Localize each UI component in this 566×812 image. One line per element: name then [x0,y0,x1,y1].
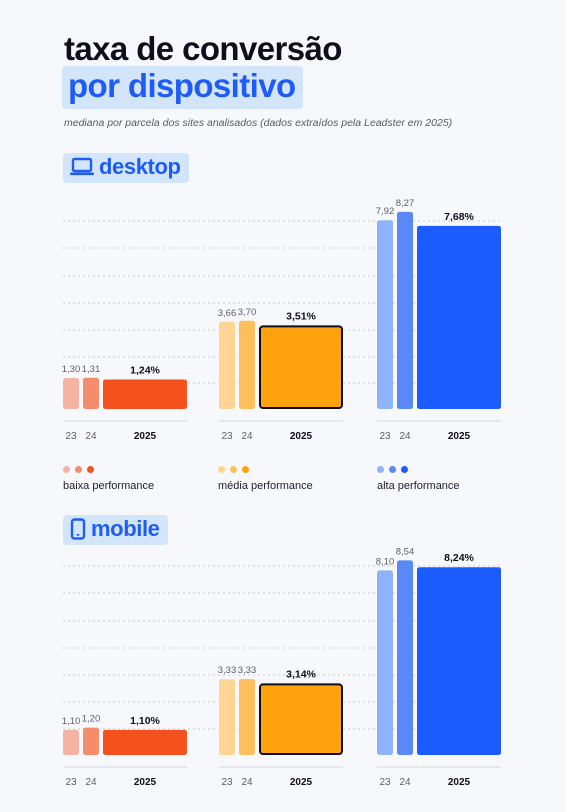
legend-dot-baixa-2025 [87,466,94,473]
category-label-media-24: 24 [241,431,253,442]
bar-alta-23 [377,220,393,409]
category-label-baixa-2025: 2025 [134,777,157,788]
category-label-media-24: 24 [241,777,253,788]
value-label-alta-2025: 7,68% [444,211,474,223]
category-label-media-23: 23 [221,431,233,442]
bar-baixa-2025 [103,729,187,755]
bar-baixa-23 [63,378,79,409]
category-label-baixa-24: 24 [85,777,97,788]
value-label-baixa-24: 1,20 [82,714,101,725]
category-label-alta-23: 23 [379,431,391,442]
value-label-alta-24: 8,54 [396,546,415,557]
legend-alta: alta performance [377,466,460,492]
legend-label-baixa: baixa performance [63,480,155,492]
bar-alta-2025 [417,567,501,755]
value-label-media-23: 3,33 [218,665,237,676]
value-label-alta-24: 8,27 [396,198,415,209]
legend-media: média performance [218,466,313,492]
section-label-mobile: mobile [63,515,168,545]
legend-dot-baixa-23 [63,466,70,473]
value-label-alta-2025: 8,24% [444,552,474,564]
section-title-mobile: mobile [91,516,160,541]
bar-baixa-24 [83,727,99,755]
legend-dot-media-2025 [242,466,249,473]
bar-alta-2025 [417,225,501,409]
value-label-media-23: 3,66 [218,308,237,319]
category-label-alta-2025: 2025 [448,777,471,788]
bar-baixa-2025 [103,379,187,409]
category-label-alta-23: 23 [379,777,391,788]
page-title: taxa de conversão [64,30,342,67]
smartphone-icon [70,518,86,540]
value-label-alta-23: 8,10 [376,556,395,567]
value-label-baixa-23: 1,30 [62,364,81,375]
category-label-media-23: 23 [221,777,233,788]
bar-media-24 [239,320,255,409]
bar-media-24 [239,679,255,755]
category-label-baixa-23: 23 [65,431,77,442]
laptop-icon [70,157,94,176]
category-label-baixa-2025: 2025 [134,431,157,442]
legend-dot-media-23 [218,466,225,473]
legend-dot-alta-2025 [401,466,408,473]
chart-desktop: 1,30 23 1,31 24 1,24% 2025 3,66 23 3,70 24 3,51% 20… [62,198,501,442]
value-label-media-2025: 3,14% [286,668,316,680]
page-subtitle: mediana por parcela dos sites analisados… [64,117,453,129]
chart-mobile: 1,10 23 1,20 24 1,10% 2025 3,33 23 3,33 24 3,14% 20… [62,546,501,788]
category-label-baixa-24: 24 [85,431,97,442]
bar-media-2025 [259,325,343,409]
bar-alta-23 [377,570,393,755]
category-label-alta-2025: 2025 [448,431,471,442]
value-label-baixa-2025: 1,24% [130,364,160,376]
value-label-baixa-2025: 1,10% [130,715,160,727]
value-label-baixa-24: 1,31 [82,364,101,375]
legend-label-alta: alta performance [377,480,460,492]
value-label-media-24: 3,33 [238,665,257,676]
value-label-media-2025: 3,51% [286,310,316,322]
value-label-baixa-23: 1,10 [62,716,81,727]
bar-alta-24 [397,211,413,409]
bar-media-2025 [259,683,343,755]
bar-media-23 [219,321,235,409]
value-label-alta-23: 7,92 [376,206,395,217]
legend-dot-alta-23 [377,466,384,473]
category-label-alta-24: 24 [399,777,411,788]
section-label-desktop: desktop [63,153,189,183]
legend-dot-baixa-24 [75,466,82,473]
bar-baixa-24 [83,377,99,409]
section-title-desktop: desktop [99,154,181,179]
category-label-media-2025: 2025 [290,777,313,788]
bar-media-23 [219,679,235,755]
category-label-media-2025: 2025 [290,431,313,442]
value-label-media-24: 3,70 [238,307,257,318]
bar-alta-24 [397,560,413,755]
bar-baixa-23 [63,729,79,755]
legend-baixa: baixa performance [63,466,154,492]
category-label-alta-24: 24 [399,431,411,442]
category-label-baixa-23: 23 [65,777,77,788]
legend-label-media: média performance [218,480,313,492]
legend-dot-alta-24 [389,466,396,473]
legend-dot-media-24 [230,466,237,473]
page-title-highlight: por dispositivo [62,66,303,109]
